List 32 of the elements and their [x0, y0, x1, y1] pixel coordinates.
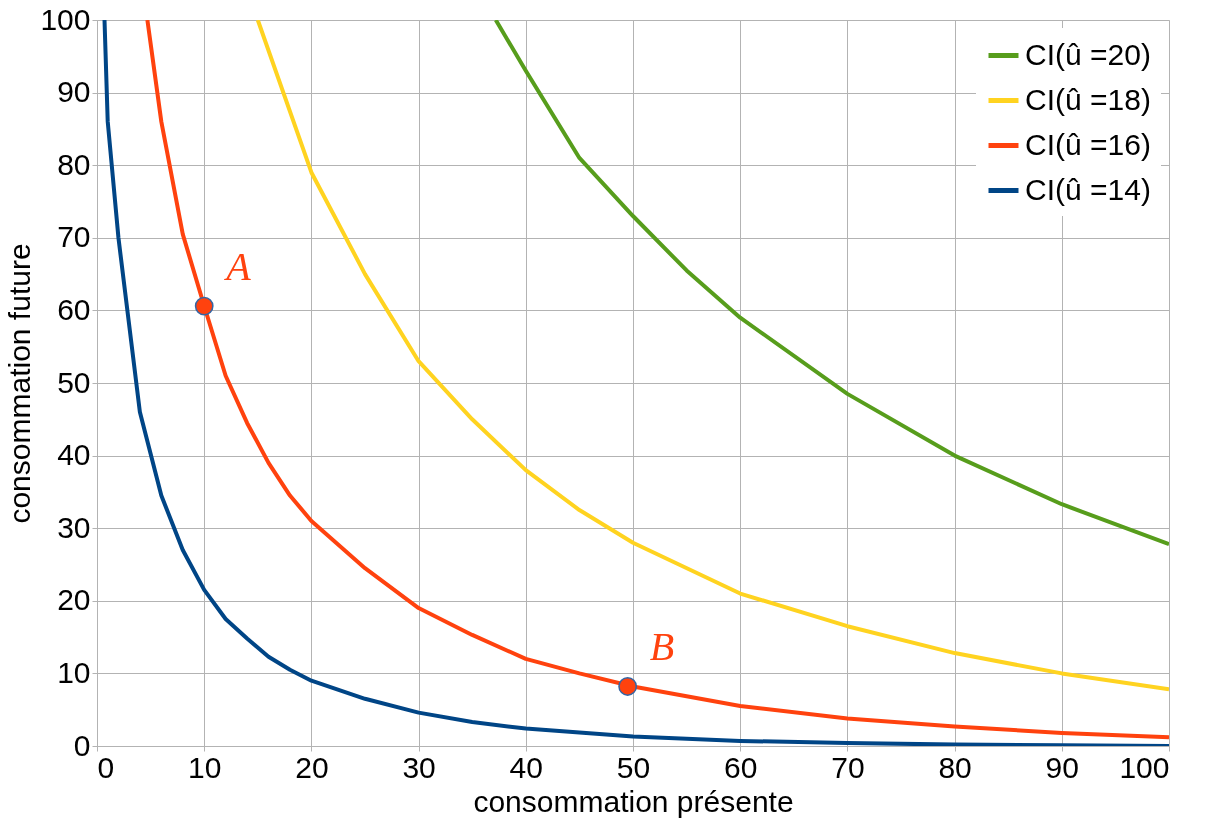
x-tick-label: 70 — [831, 750, 865, 784]
line-series — [255, 20, 1169, 692]
x-tick-label: 60 — [724, 750, 758, 784]
y-tick-label: 40 — [57, 438, 91, 472]
y-axis-title: consommation future — [3, 243, 37, 524]
x-tick-label: 40 — [509, 750, 543, 784]
annotation: A — [223, 244, 252, 290]
x-tick-label: 100 — [1119, 750, 1170, 784]
y-tick-label: 10 — [57, 655, 91, 689]
line-series — [493, 20, 1169, 547]
legend-label: CI(û =16) — [1025, 127, 1151, 161]
x-axis-title: consommation présente — [473, 784, 794, 818]
y-tick-label: 0 — [73, 728, 91, 762]
legend-label: CI(û =14) — [1025, 172, 1151, 206]
x-tick-label: 80 — [938, 750, 972, 784]
x-tick-label: 30 — [402, 750, 436, 784]
y-tick-label: 100 — [40, 2, 91, 36]
annotation: B — [649, 624, 675, 670]
y-tick-label: 90 — [57, 75, 91, 109]
y-tick-label: 20 — [57, 583, 91, 617]
y-tick-label: 80 — [57, 147, 91, 181]
legend-label: CI(û =20) — [1025, 37, 1151, 71]
x-tick-label: 90 — [1045, 750, 1079, 784]
y-tick-label: 50 — [57, 365, 91, 399]
x-tick-label: 0 — [97, 750, 115, 784]
y-tick-label: 60 — [57, 292, 91, 326]
y-tick-label: 30 — [57, 510, 91, 544]
x-tick-label: 50 — [616, 750, 651, 784]
legend-label: CI(û =18) — [1025, 82, 1151, 116]
y-tick-label: 70 — [57, 220, 91, 254]
x-tick-label: 10 — [188, 750, 222, 784]
x-tick-label: 20 — [295, 750, 329, 784]
